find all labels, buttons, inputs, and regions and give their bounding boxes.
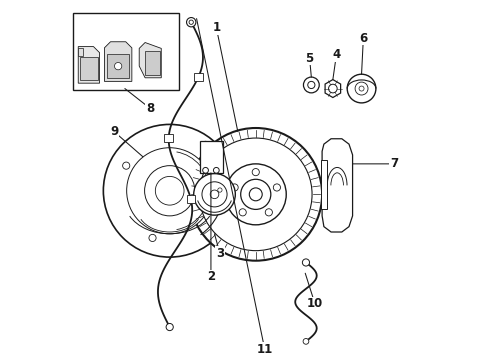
Circle shape <box>115 63 122 70</box>
Bar <box>187 195 195 203</box>
Circle shape <box>241 179 271 210</box>
Circle shape <box>201 152 209 159</box>
Polygon shape <box>322 139 353 232</box>
Text: 9: 9 <box>110 125 118 138</box>
Circle shape <box>214 167 219 173</box>
Circle shape <box>187 18 196 27</box>
Text: 6: 6 <box>359 32 368 45</box>
Bar <box>200 140 223 173</box>
Text: 8: 8 <box>146 102 154 115</box>
Circle shape <box>239 209 246 216</box>
Circle shape <box>347 74 376 103</box>
Circle shape <box>126 148 213 234</box>
Bar <box>78 48 83 56</box>
Circle shape <box>149 234 156 242</box>
Circle shape <box>249 188 262 201</box>
Circle shape <box>252 168 259 176</box>
Circle shape <box>199 138 312 251</box>
Polygon shape <box>104 42 132 81</box>
Circle shape <box>308 81 315 89</box>
Circle shape <box>122 162 130 169</box>
Text: 7: 7 <box>390 157 398 170</box>
Circle shape <box>194 174 235 215</box>
Circle shape <box>155 176 184 205</box>
Circle shape <box>203 167 208 173</box>
Circle shape <box>189 20 194 24</box>
Circle shape <box>303 77 319 93</box>
Bar <box>73 13 179 90</box>
Circle shape <box>329 84 337 93</box>
Bar <box>165 134 173 141</box>
Circle shape <box>225 164 286 225</box>
Circle shape <box>202 182 227 207</box>
Circle shape <box>203 141 208 147</box>
Circle shape <box>103 125 236 257</box>
Circle shape <box>265 209 272 216</box>
Polygon shape <box>78 46 99 83</box>
Circle shape <box>355 82 368 95</box>
Polygon shape <box>325 80 341 98</box>
Bar <box>194 73 203 81</box>
Text: 5: 5 <box>305 51 314 64</box>
Bar <box>321 160 327 209</box>
Circle shape <box>359 86 364 91</box>
Circle shape <box>190 128 322 261</box>
Text: 10: 10 <box>307 297 323 310</box>
Polygon shape <box>80 57 98 80</box>
Polygon shape <box>145 51 160 75</box>
Text: 1: 1 <box>212 21 220 34</box>
Circle shape <box>231 184 238 191</box>
Text: 2: 2 <box>207 270 215 283</box>
Text: 3: 3 <box>216 247 224 260</box>
Circle shape <box>218 188 222 192</box>
Polygon shape <box>107 54 129 78</box>
Circle shape <box>273 184 280 191</box>
Polygon shape <box>139 42 161 78</box>
Circle shape <box>303 338 309 344</box>
Circle shape <box>145 166 195 216</box>
Text: 11: 11 <box>257 343 273 356</box>
Circle shape <box>166 323 173 330</box>
Text: 4: 4 <box>332 48 341 61</box>
Circle shape <box>210 190 219 199</box>
Circle shape <box>302 259 310 266</box>
